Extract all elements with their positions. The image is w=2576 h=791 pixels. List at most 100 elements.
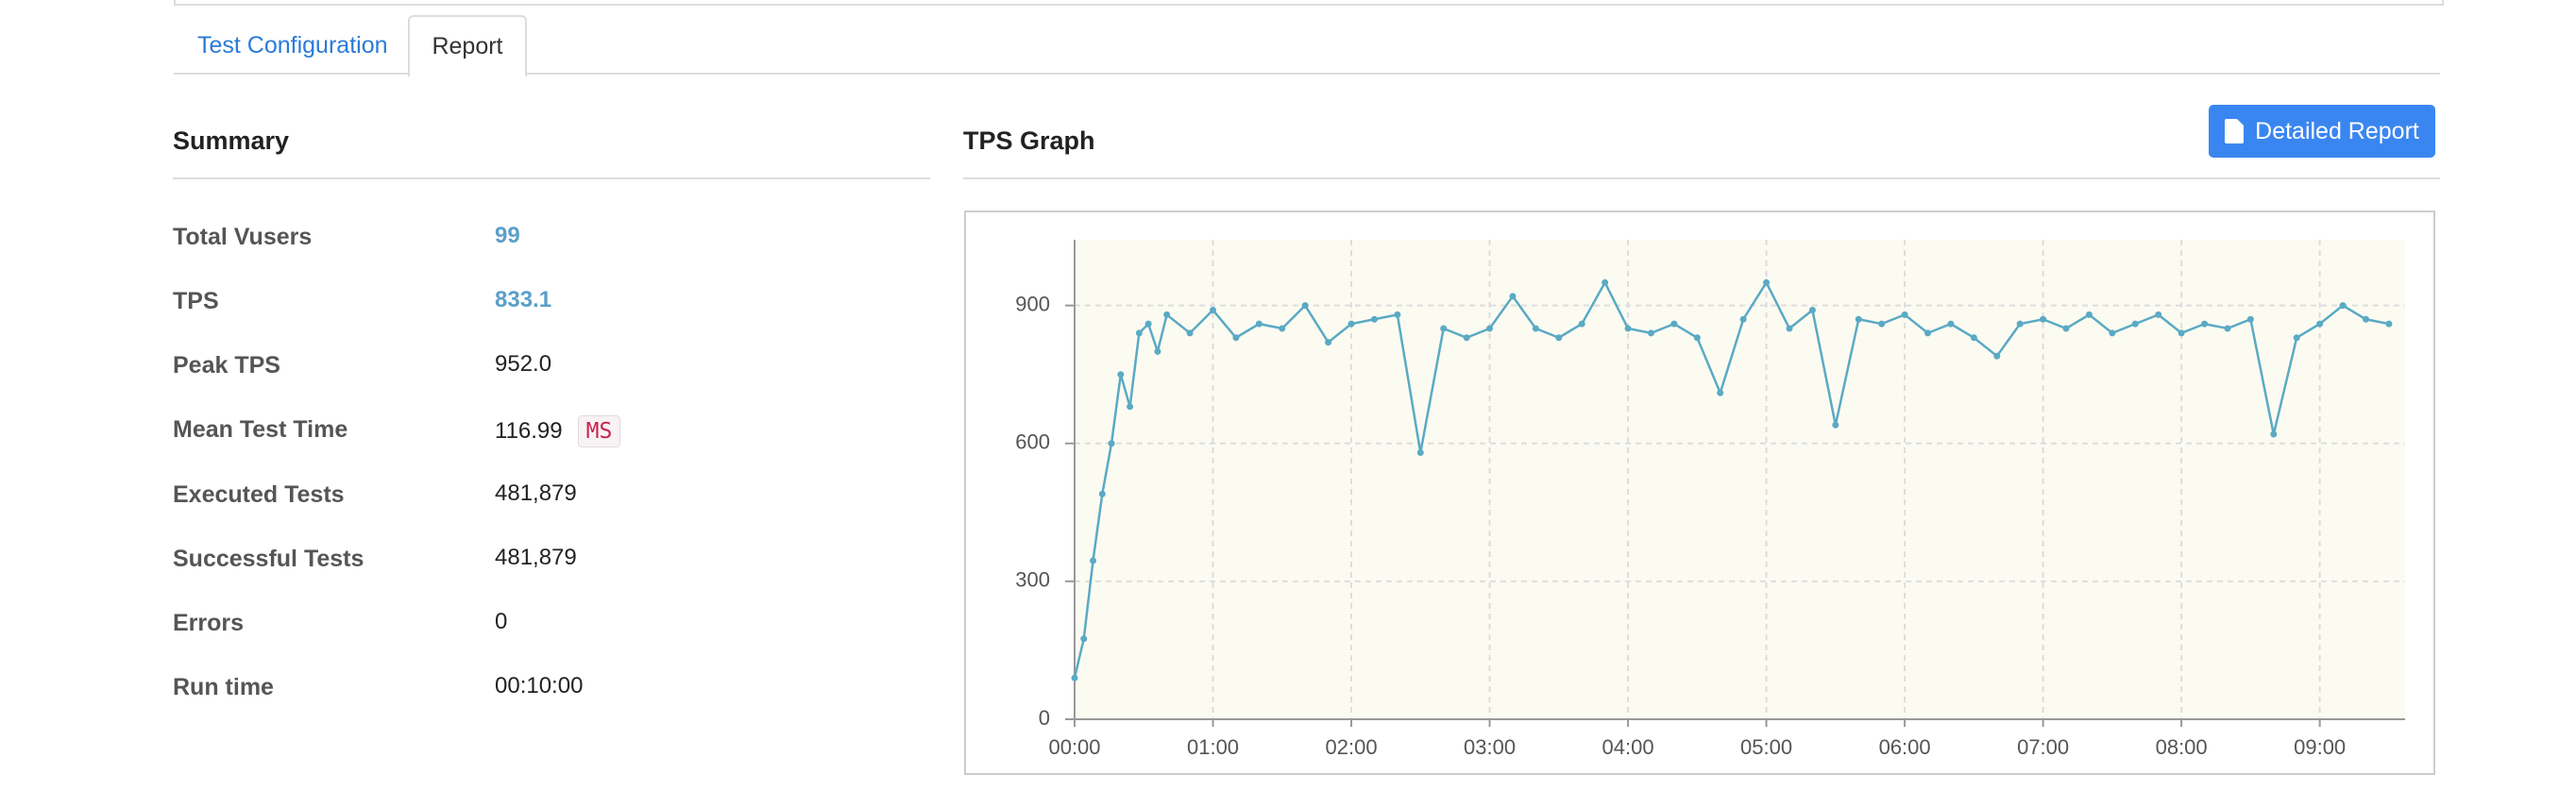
- row-label: Run time: [173, 674, 274, 700]
- row-value-box: 0: [495, 609, 507, 635]
- button-label: Detailed Report: [2255, 117, 2419, 144]
- tps-point: [1947, 320, 1955, 328]
- tps-point: [1463, 334, 1470, 342]
- row-label: Total Vusers: [173, 224, 313, 250]
- row-value: 952.0: [495, 351, 552, 377]
- row-value: 481,879: [495, 545, 577, 570]
- x-tick-label: 04:00: [1602, 735, 1654, 759]
- tab[interactable]: Test Configuration: [197, 32, 388, 59]
- tps-point: [1071, 674, 1078, 682]
- row-value: 0: [495, 609, 508, 634]
- row-value: 481,879: [495, 480, 577, 506]
- detailed-report-button[interactable]: Detailed Report: [2209, 105, 2435, 158]
- tps-point: [1210, 307, 1217, 314]
- tps-point: [1232, 334, 1240, 342]
- row-value-box: 481,879: [495, 480, 577, 507]
- tps-point: [1301, 302, 1309, 310]
- tps-point: [2155, 311, 2162, 318]
- y-tick-label: 900: [1015, 292, 1050, 315]
- tps-point: [1144, 320, 1152, 328]
- row-label: Peak TPS: [173, 352, 280, 379]
- divider: [963, 177, 2440, 179]
- unit-badge: MS: [577, 415, 621, 447]
- row-value-box: 99: [495, 223, 520, 249]
- y-tick-label: 300: [1015, 568, 1050, 592]
- tps-point: [2040, 315, 2047, 323]
- tab-active[interactable]: Report: [408, 15, 527, 77]
- tps-point: [1808, 307, 1816, 314]
- tps-point: [1555, 334, 1563, 342]
- tps-point: [1154, 347, 1161, 355]
- row-value-box: 833.1: [495, 287, 551, 313]
- divider: [173, 177, 930, 179]
- x-tick-label: 00:00: [1048, 735, 1100, 759]
- tps-point: [1901, 311, 1908, 318]
- y-tick-label: 600: [1015, 430, 1050, 454]
- tps-point: [2085, 311, 2093, 318]
- tps-point: [1739, 315, 1747, 323]
- tps-point: [1090, 557, 1097, 564]
- tps-line: [1073, 279, 2390, 679]
- tps-point: [2362, 315, 2369, 323]
- tps-point: [1578, 320, 1585, 328]
- tps-point: [2339, 302, 2347, 310]
- tps-point: [1624, 325, 1632, 332]
- tps-point: [2201, 320, 2209, 328]
- tps-point: [1970, 334, 1977, 342]
- tps-point: [1832, 421, 1839, 429]
- tps-point: [2109, 329, 2116, 337]
- top-panel: [174, 0, 2444, 6]
- tps-point: [1670, 320, 1678, 328]
- tps-point: [1717, 389, 1724, 396]
- x-tick-label: 01:00: [1187, 735, 1239, 759]
- tps-point: [1763, 278, 1771, 286]
- tps-point: [1394, 311, 1401, 318]
- x-tick-label: 02:00: [1326, 735, 1378, 759]
- x-tick-label: 03:00: [1464, 735, 1516, 759]
- tps-point: [1878, 320, 1886, 328]
- row-label: Successful Tests: [173, 546, 364, 572]
- row-value-box: 952.0: [495, 351, 551, 378]
- tps-point: [1325, 339, 1332, 346]
- tps-point: [1786, 325, 1793, 332]
- tps-point: [1108, 440, 1115, 447]
- row-value: 99: [495, 223, 520, 248]
- file-icon: [2225, 119, 2245, 143]
- tps-point: [1080, 635, 1088, 643]
- tps-point: [1416, 449, 1424, 457]
- tab-bar: [174, 73, 2440, 75]
- row-value: 833.1: [495, 287, 552, 312]
- tps-point: [1532, 325, 1539, 332]
- tps-point: [1855, 315, 1862, 323]
- tps-point: [1098, 490, 1106, 497]
- tps-point: [1117, 371, 1125, 379]
- tps-point: [1924, 329, 1932, 337]
- x-tick-label: 08:00: [2156, 735, 2208, 759]
- tps-point: [1486, 325, 1494, 332]
- chart: 0 300 600 900 00:00 01:00 02:00 03:00 04:00 05:00…: [964, 210, 2435, 775]
- tps-point: [2131, 320, 2139, 328]
- tps-point: [2270, 430, 2278, 438]
- tps-point: [2016, 320, 2024, 328]
- plot-area: [1075, 240, 2405, 719]
- tps-point: [1602, 278, 1609, 286]
- tps-point: [1509, 293, 1517, 300]
- x-tick-label: 07:00: [2017, 735, 2069, 759]
- tps-point: [1347, 320, 1355, 328]
- tps-point: [2293, 334, 2300, 342]
- tps-point: [2178, 329, 2185, 337]
- row-value: 00:10:00: [495, 673, 584, 698]
- tps-point: [1163, 311, 1171, 318]
- summary-title: Summary: [173, 126, 290, 155]
- tps-point: [2246, 315, 2254, 323]
- tps-point: [2385, 320, 2393, 328]
- row-label: TPS: [173, 288, 219, 314]
- tps-point: [1135, 329, 1143, 337]
- tps-point: [2224, 325, 2231, 332]
- tps-point: [1993, 352, 2001, 360]
- tps-point: [1693, 334, 1701, 342]
- x-tick-label: 05:00: [1740, 735, 1792, 759]
- tps-point: [1127, 403, 1134, 411]
- tps-point: [2062, 325, 2070, 332]
